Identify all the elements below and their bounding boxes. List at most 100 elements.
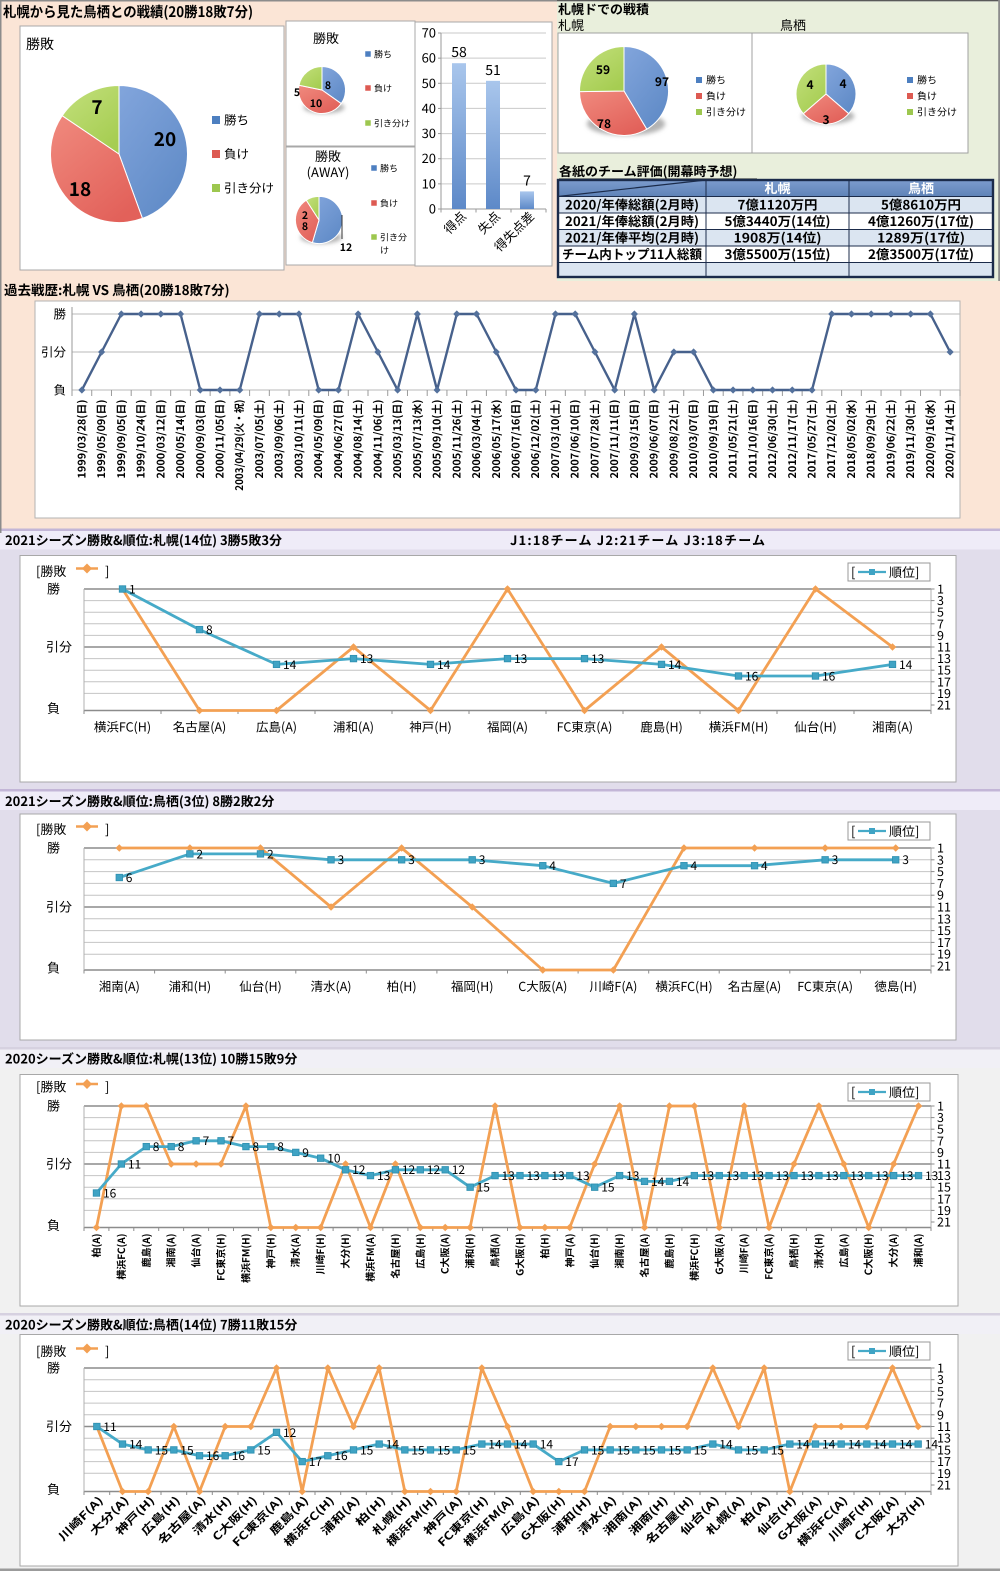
svg-text:17: 17 <box>937 671 951 690</box>
svg-text:10: 10 <box>310 96 322 111</box>
svg-text:2018/09/29(土): 2018/09/29(土) <box>864 399 879 478</box>
svg-text:[勝敗: [勝敗 <box>36 1341 66 1360</box>
svg-text:14: 14 <box>873 1436 887 1453</box>
svg-text:]: ] <box>105 1077 109 1096</box>
svg-text:勝敗: 勝敗 <box>313 28 339 47</box>
svg-text:2009/06/07(日): 2009/06/07(日) <box>647 399 662 478</box>
svg-text:浦和(A): 浦和(A) <box>333 717 374 736</box>
svg-text:13: 13 <box>502 1167 515 1184</box>
svg-text:21: 21 <box>937 695 951 714</box>
svg-text:福岡(H): 福岡(H) <box>451 976 494 995</box>
svg-text:16: 16 <box>822 667 836 684</box>
svg-text:引き分け: 引き分け <box>917 104 957 119</box>
svg-text:13: 13 <box>776 1167 789 1184</box>
svg-text:[: [ <box>851 562 855 581</box>
svg-text:広島(A): 広島(A) <box>256 717 297 736</box>
svg-text:浦和(H): 浦和(H) <box>462 1234 477 1269</box>
svg-text:13: 13 <box>937 908 951 927</box>
svg-text:8: 8 <box>252 1138 259 1155</box>
svg-text:2017/05/27(土): 2017/05/27(土) <box>805 399 820 478</box>
svg-text:過去戦歴:札幌 VS 鳥栖(20勝18敗7分): 過去戦歴:札幌 VS 鳥栖(20勝18敗7分) <box>4 279 230 299</box>
svg-text:引分: 引分 <box>46 637 72 656</box>
svg-text:15: 15 <box>180 1441 194 1458</box>
svg-text:5: 5 <box>294 85 300 100</box>
svg-text:勝敗: 勝敗 <box>315 146 341 165</box>
svg-text:鹿島(H): 鹿島(H) <box>661 1234 676 1269</box>
svg-text:広島(A): 広島(A) <box>835 1234 850 1268</box>
svg-text:負け: 負け <box>706 88 726 103</box>
svg-text:14: 14 <box>386 1436 400 1453</box>
svg-text:4: 4 <box>839 75 846 92</box>
svg-text:横浜FM(A): 横浜FM(A) <box>362 1234 377 1282</box>
svg-text:1999/09/05(日): 1999/09/05(日) <box>114 399 129 478</box>
svg-text:13: 13 <box>850 1167 863 1184</box>
svg-text:13: 13 <box>900 1167 913 1184</box>
svg-text:1999/10/24(日): 1999/10/24(日) <box>134 399 149 478</box>
svg-text:11: 11 <box>128 1155 141 1172</box>
svg-text:12: 12 <box>340 240 352 255</box>
svg-text:2007/11/11(日): 2007/11/11(日) <box>607 399 622 478</box>
svg-text:13: 13 <box>514 650 527 667</box>
svg-text:2006/03/04(土): 2006/03/04(土) <box>469 399 484 478</box>
svg-text:鹿島(H): 鹿島(H) <box>640 717 683 736</box>
svg-text:15: 15 <box>617 1441 631 1458</box>
svg-text:仙台(H): 仙台(H) <box>586 1234 601 1269</box>
svg-text:徳島(H): 徳島(H) <box>874 976 917 995</box>
svg-text:8: 8 <box>178 1138 185 1155</box>
svg-text:9: 9 <box>937 1404 944 1423</box>
svg-text:15: 15 <box>642 1441 656 1458</box>
svg-text:15: 15 <box>601 1179 615 1196</box>
svg-text:勝: 勝 <box>47 1358 60 1377</box>
svg-text:7: 7 <box>937 1130 944 1149</box>
svg-text:湘南(A): 湘南(A) <box>872 717 913 736</box>
svg-text:勝: 勝 <box>47 838 60 857</box>
svg-text:引き分け: 引き分け <box>224 178 274 197</box>
svg-text:3: 3 <box>937 1107 944 1126</box>
svg-text:1289万(17位): 1289万(17位) <box>877 228 965 247</box>
svg-text:2000/05/14(日): 2000/05/14(日) <box>173 399 188 478</box>
svg-text:1: 1 <box>937 838 944 857</box>
svg-text:2005/09/10(土): 2005/09/10(土) <box>430 399 445 478</box>
svg-text:12: 12 <box>352 1161 366 1178</box>
svg-text:2019/06/22(土): 2019/06/22(土) <box>883 399 898 478</box>
svg-text:引き分け: 引き分け <box>706 104 746 119</box>
svg-text:負け: 負け <box>917 88 937 103</box>
svg-text:5億3440万(14位): 5億3440万(14位) <box>725 211 831 230</box>
svg-text:4億1260万(17位): 4億1260万(17位) <box>868 211 974 230</box>
svg-text:2020/11/14(土): 2020/11/14(土) <box>943 399 958 478</box>
svg-text:湘南(A): 湘南(A) <box>99 976 140 995</box>
svg-text:負: 負 <box>47 698 60 717</box>
svg-text:14: 14 <box>719 1436 733 1453</box>
svg-text:川崎F(A): 川崎F(A) <box>589 976 637 995</box>
svg-text:11: 11 <box>937 1416 951 1435</box>
svg-text:C大阪(H): C大阪(H) <box>860 1234 875 1276</box>
svg-text:順位]: 順位] <box>889 1082 919 1101</box>
svg-text:2019/11/30(土): 2019/11/30(土) <box>903 399 918 478</box>
svg-text:18: 18 <box>69 175 91 202</box>
svg-text:勝ち: 勝ち <box>374 48 392 61</box>
svg-text:福岡(A): 福岡(A) <box>487 717 528 736</box>
svg-text:[: [ <box>851 1341 855 1360</box>
svg-text:2021シーズン勝敗&順位:鳥栖(3位) 8勝2敗2分: 2021シーズン勝敗&順位:鳥栖(3位) 8勝2敗2分 <box>5 791 274 810</box>
svg-text:2007/03/10(土): 2007/03/10(土) <box>548 399 563 478</box>
svg-text:12: 12 <box>283 1424 297 1441</box>
svg-text:負: 負 <box>47 1479 60 1498</box>
svg-text:負: 負 <box>47 958 60 977</box>
svg-text:5: 5 <box>937 861 944 880</box>
svg-text:2004/06/27(日): 2004/06/27(日) <box>331 399 346 478</box>
svg-text:勝: 勝 <box>47 579 60 598</box>
svg-text:19: 19 <box>937 683 951 702</box>
svg-text:大分(H): 大分(H) <box>337 1234 352 1269</box>
svg-text:2011/05/21(土): 2011/05/21(土) <box>726 399 741 478</box>
svg-text:17: 17 <box>937 932 951 951</box>
svg-text:負け: 負け <box>380 197 398 210</box>
svg-text:清水(A): 清水(A) <box>310 976 351 995</box>
svg-text:12: 12 <box>452 1161 466 1178</box>
svg-text:柏(H): 柏(H) <box>536 1234 551 1259</box>
svg-text:21: 21 <box>937 956 951 975</box>
svg-text:2020シーズン勝敗&順位:鳥栖(14位) 7勝11敗15分: 2020シーズン勝敗&順位:鳥栖(14位) 7勝11敗15分 <box>5 1315 297 1334</box>
svg-text:20: 20 <box>154 125 176 152</box>
svg-text:鳥栖(A): 鳥栖(A) <box>487 1234 502 1268</box>
svg-text:13: 13 <box>591 650 604 667</box>
svg-text:負け: 負け <box>374 82 392 95</box>
